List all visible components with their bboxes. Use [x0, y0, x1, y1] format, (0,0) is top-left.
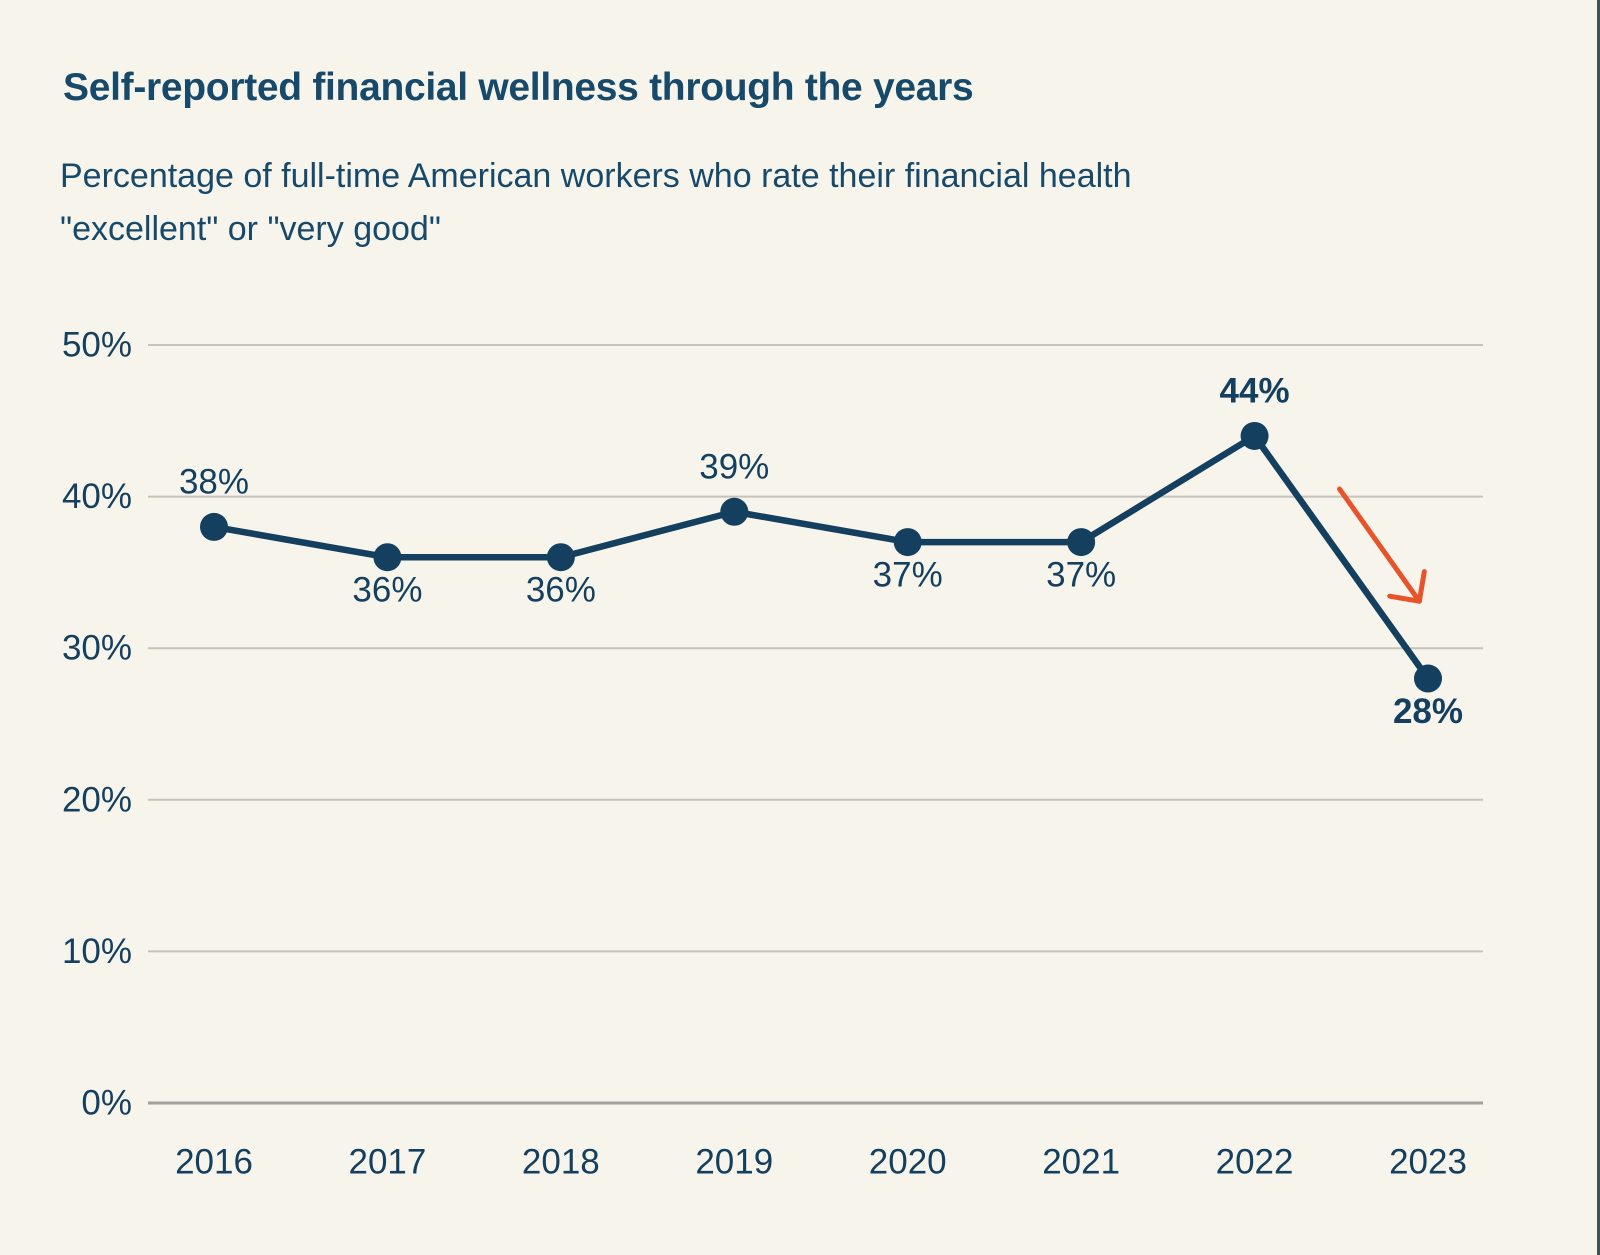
y-axis-label-0%: 0%: [81, 1084, 132, 1123]
value-label-2016: 38%: [179, 462, 249, 501]
x-axis-label-2018: 2018: [522, 1143, 600, 1182]
x-axis-label-2021: 2021: [1042, 1143, 1120, 1182]
value-label-2017: 36%: [352, 571, 422, 610]
y-axis-label-40%: 40%: [62, 477, 132, 516]
right-edge-border: [1597, 0, 1600, 1255]
data-point-2021: [1067, 528, 1096, 557]
y-axis-label-50%: 50%: [62, 326, 132, 365]
x-axis-label-2017: 2017: [348, 1143, 426, 1182]
subtitle-line-1: Percentage of full-time American workers…: [60, 157, 1132, 195]
data-point-2019: [720, 497, 749, 526]
value-label-2019: 39%: [699, 447, 769, 486]
trend-line: [210, 432, 1432, 682]
chart-subtitle: Percentage of full-time American workers…: [60, 150, 1132, 256]
value-label-2020: 37%: [873, 556, 943, 595]
value-label-2018: 36%: [526, 571, 596, 610]
data-point-2020: [893, 528, 922, 557]
decline-arrow-head: [1387, 569, 1427, 604]
y-axis-label-10%: 10%: [62, 932, 132, 971]
value-label-2022: 44%: [1220, 371, 1290, 410]
x-axis-label-2022: 2022: [1216, 1143, 1294, 1182]
x-axis-label-2016: 2016: [175, 1143, 253, 1182]
data-point-2017: [373, 543, 402, 572]
decline-arrow-shaft: [1337, 486, 1422, 604]
x-axis-label-2020: 2020: [869, 1143, 947, 1182]
x-axis-label-2019: 2019: [695, 1143, 773, 1182]
data-point-2018: [546, 543, 575, 572]
x-axis-label-2023: 2023: [1389, 1143, 1467, 1182]
value-label-2021: 37%: [1046, 556, 1116, 595]
data-point-2016: [200, 512, 228, 541]
subtitle-line-2: "excellent" or "very good": [60, 210, 441, 248]
data-point-2023: [1414, 664, 1442, 693]
data-point-2022: [1240, 421, 1269, 450]
y-axis-label-20%: 20%: [62, 780, 132, 819]
value-label-2023: 28%: [1393, 692, 1463, 731]
chart-title: Self-reported financial wellness through…: [63, 66, 974, 109]
y-axis-label-30%: 30%: [62, 629, 132, 668]
